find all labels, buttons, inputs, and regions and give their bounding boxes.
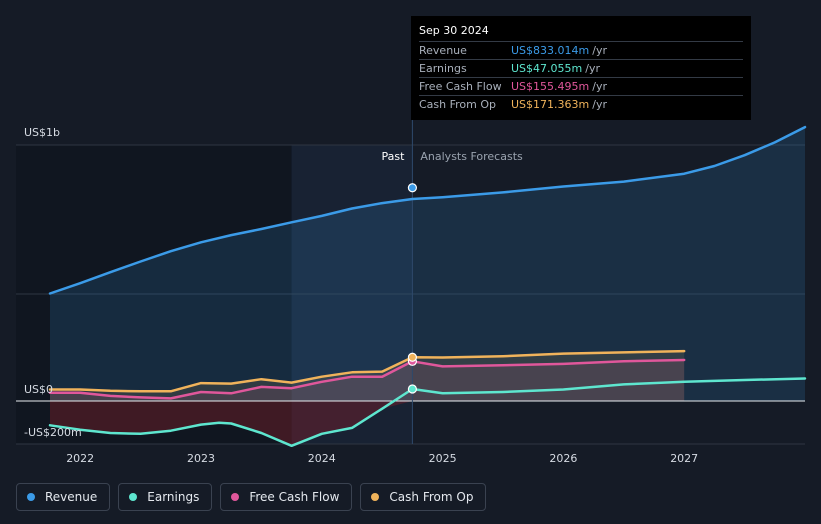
x-tick-label: 2023 [187, 452, 215, 465]
series-line-free-cash-flow [48, 358, 686, 400]
x-tick-label: 2024 [308, 452, 336, 465]
legend-dot-icon [371, 493, 380, 501]
y-label-negative: -US$200m [24, 426, 82, 439]
x-tick-label: 2027 [670, 452, 698, 465]
tooltip-label: Revenue [419, 44, 467, 57]
tooltip-unit: /yr [592, 98, 607, 111]
past-label: Past [381, 150, 405, 163]
legend-item-earnings[interactable]: Earnings [118, 483, 213, 511]
legend-item-free-cash-flow[interactable]: Free Cash Flow [220, 483, 353, 511]
legend-label: Cash From Op [389, 490, 474, 504]
tooltip-unit: /yr [592, 80, 607, 93]
marker-cash-from-op [407, 352, 417, 362]
chart-legend: Revenue Earnings Free Cash Flow Cash From O… [16, 483, 487, 511]
tooltip-value: US$47.055m [511, 62, 583, 75]
legend-dot-icon [27, 493, 35, 501]
tooltip-row: Revenue US$833.014m/yr [419, 41, 743, 59]
tooltip-date: Sep 30 2024 [419, 24, 489, 37]
y-label-zero: US$0 [24, 383, 53, 396]
earnings-negative-fill [50, 401, 805, 446]
x-tick-label: 2026 [549, 452, 577, 465]
marker-revenue [407, 183, 417, 193]
x-tick-label: 2025 [429, 452, 457, 465]
legend-item-revenue[interactable]: Revenue [16, 483, 111, 511]
legend-item-cash-from-op[interactable]: Cash From Op [360, 483, 487, 511]
tooltip-unit: /yr [585, 62, 600, 75]
tooltip-value: US$833.014m [511, 44, 590, 57]
tooltip-label: Cash From Op [419, 98, 497, 111]
tooltip-label: Earnings [419, 62, 467, 75]
series-line-earnings [48, 377, 807, 448]
tooltip-label: Free Cash Flow [419, 80, 502, 93]
tooltip-value: US$171.363m [511, 98, 590, 111]
series-fill-revenue [50, 127, 805, 401]
x-tick-label: 2022 [66, 452, 94, 465]
series-line-cash-from-op [48, 349, 686, 393]
legend-label: Free Cash Flow [249, 490, 340, 504]
series-line-revenue [48, 125, 807, 295]
data-tooltip: Sep 30 2024 Revenue US$833.014m/yr Earning… [411, 16, 751, 120]
tooltip-row: Free Cash Flow US$155.495m/yr [419, 77, 743, 95]
tooltip-row: Earnings US$47.055m/yr [419, 59, 743, 77]
tooltip-unit: /yr [592, 44, 607, 57]
legend-label: Revenue [45, 490, 98, 504]
y-label-top: US$1b [24, 126, 60, 139]
legend-dot-icon [231, 493, 240, 501]
forecast-label: Analysts Forecasts [420, 150, 523, 163]
tooltip-value: US$155.495m [511, 80, 590, 93]
legend-dot-icon [129, 493, 138, 501]
legend-label: Earnings [147, 490, 200, 504]
marker-earnings [407, 384, 417, 394]
tooltip-row: Cash From Op US$171.363m/yr [419, 95, 743, 113]
